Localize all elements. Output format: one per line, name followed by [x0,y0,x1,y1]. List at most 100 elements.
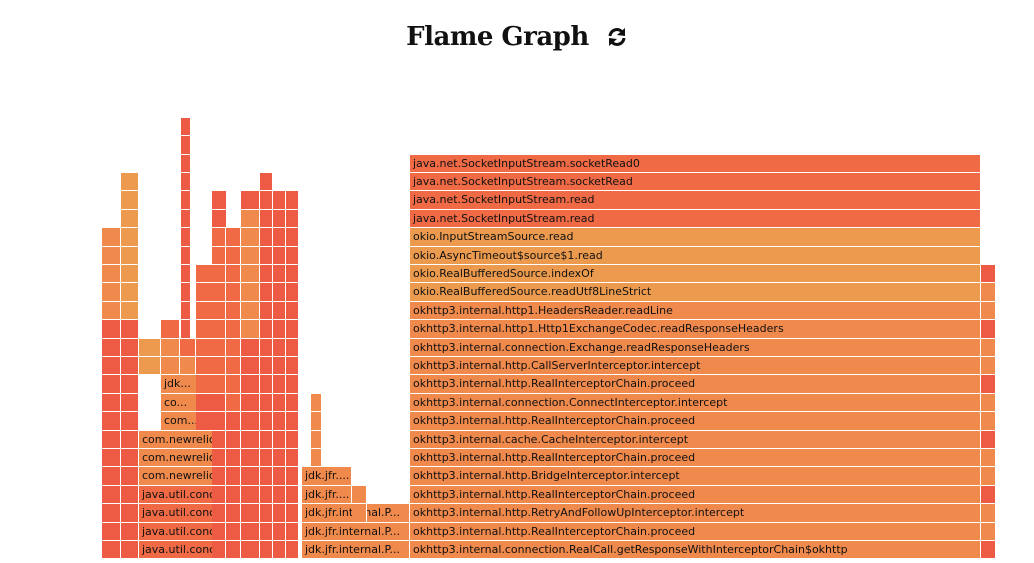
left-column-frame[interactable] [121,449,139,468]
left-column-frame[interactable] [286,357,299,376]
mid-labeled-frame[interactable]: jdk.jfr.internal.P... [302,541,410,560]
mid-labeled-frame[interactable]: jdk.jfr.... [302,467,352,486]
left-column-frame[interactable] [212,449,226,468]
right-column-frame[interactable] [981,467,996,486]
left-column-frame[interactable] [212,301,226,321]
right-column-frame[interactable] [981,338,996,357]
left-column-frame[interactable] [226,301,241,321]
left-column-frame[interactable] [241,449,260,468]
left-column-frame[interactable] [102,283,121,302]
left-column-frame[interactable] [260,412,273,431]
left-column-frame[interactable] [260,191,273,210]
left-column-frame[interactable] [241,191,260,210]
left-column-frame[interactable] [226,430,241,449]
left-column-frame[interactable] [260,246,273,265]
right-column-frame[interactable] [981,320,996,339]
left-column-frame[interactable] [241,541,260,560]
right-column-frame[interactable] [981,283,996,302]
left-column-frame[interactable] [139,338,161,357]
left-column-frame[interactable] [273,522,286,541]
left-column-frame[interactable] [260,357,273,376]
left-column-frame[interactable] [196,338,213,357]
left-column-frame[interactable] [102,485,121,505]
main-stack-frame[interactable]: okhttp3.internal.http1.Http1ExchangeCode… [410,320,981,339]
left-column-frame[interactable] [241,357,260,376]
left-column-frame[interactable] [260,375,273,394]
left-column-frame[interactable] [121,375,139,394]
left-column-frame[interactable] [273,357,286,376]
left-column-frame[interactable] [181,136,191,155]
left-column-frame[interactable] [273,449,286,468]
mid-column-frame[interactable] [311,412,322,431]
left-column-frame[interactable] [102,375,121,394]
left-column-frame[interactable] [121,485,139,505]
left-column-frame[interactable] [181,228,191,247]
left-column-frame[interactable] [226,485,241,505]
main-stack-frame[interactable]: okhttp3.internal.connection.Exchange.rea… [410,338,981,357]
left-column-frame[interactable] [286,467,299,486]
main-stack-frame[interactable]: okhttp3.internal.http.RealInterceptorCha… [410,522,981,541]
left-column-frame[interactable] [273,283,286,302]
left-column-frame[interactable] [226,228,241,247]
left-column-frame[interactable] [161,357,180,376]
reload-icon[interactable] [606,26,628,48]
left-column-frame[interactable] [121,283,139,302]
left-column-frame[interactable] [286,301,299,321]
left-column-frame[interactable] [260,209,273,229]
left-column-frame[interactable] [273,504,286,523]
left-column-frame[interactable] [121,209,139,229]
main-stack-frame[interactable]: okhttp3.internal.http.CallServerIntercep… [410,357,981,376]
main-stack-frame[interactable]: okhttp3.internal.http.RetryAndFollowUpIn… [410,504,981,523]
left-column-frame[interactable] [286,412,299,431]
mid-column-frame[interactable] [311,430,322,449]
main-stack-frame[interactable]: okhttp3.internal.connection.RealCall.get… [410,541,981,560]
left-column-frame[interactable] [286,485,299,505]
left-column-frame[interactable] [196,283,213,302]
mid-column-frame[interactable] [311,449,322,468]
left-column-frame[interactable] [212,265,226,284]
left-column-frame[interactable] [260,485,273,505]
left-column-frame[interactable] [260,173,273,192]
left-column-frame[interactable] [102,246,121,265]
left-column-frame[interactable] [121,357,139,376]
left-column-frame[interactable] [212,246,226,265]
left-column-frame[interactable] [286,430,299,449]
left-column-frame[interactable] [260,430,273,449]
left-column-frame[interactable] [286,209,299,229]
left-column-frame[interactable] [273,246,286,265]
left-column-frame[interactable] [121,430,139,449]
left-column-frame[interactable] [212,357,226,376]
left-column-frame[interactable] [273,430,286,449]
left-column-frame[interactable] [121,338,139,357]
left-column-frame[interactable] [121,301,139,321]
left-column-frame[interactable] [226,375,241,394]
left-column-frame[interactable] [241,246,260,265]
right-column-frame[interactable] [981,301,996,321]
left-column-frame[interactable] [241,485,260,505]
main-stack-frame[interactable]: okhttp3.internal.http1.HeadersReader.rea… [410,301,981,321]
left-column-frame[interactable] [226,338,241,357]
left-column-frame[interactable] [286,504,299,523]
left-column-frame[interactable] [241,338,260,357]
main-stack-frame[interactable]: okhttp3.internal.http.RealInterceptorCha… [410,412,981,431]
right-column-frame[interactable] [981,265,996,284]
left-column-frame[interactable] [180,338,196,357]
left-column-frame[interactable] [241,320,260,339]
main-stack-frame[interactable]: okio.InputStreamSource.read [410,228,981,247]
left-column-frame[interactable] [102,449,121,468]
left-column-frame[interactable] [102,265,121,284]
left-column-frame[interactable] [212,412,226,431]
left-column-frame[interactable] [121,320,139,339]
right-column-frame[interactable] [981,430,996,449]
left-column-frame[interactable] [161,320,180,339]
left-column-frame[interactable] [286,338,299,357]
left-column-frame[interactable] [241,283,260,302]
right-column-frame[interactable] [981,449,996,468]
left-column-frame[interactable] [212,320,226,339]
left-column-frame[interactable] [121,504,139,523]
mid-labeled-frame[interactable]: jdk.jfr.... [302,485,352,505]
left-column-frame[interactable] [226,449,241,468]
left-column-frame[interactable] [181,283,191,302]
main-stack-frame[interactable]: java.net.SocketInputStream.read [410,209,981,229]
main-stack-frame[interactable]: java.net.SocketInputStream.socketRead [410,173,981,192]
